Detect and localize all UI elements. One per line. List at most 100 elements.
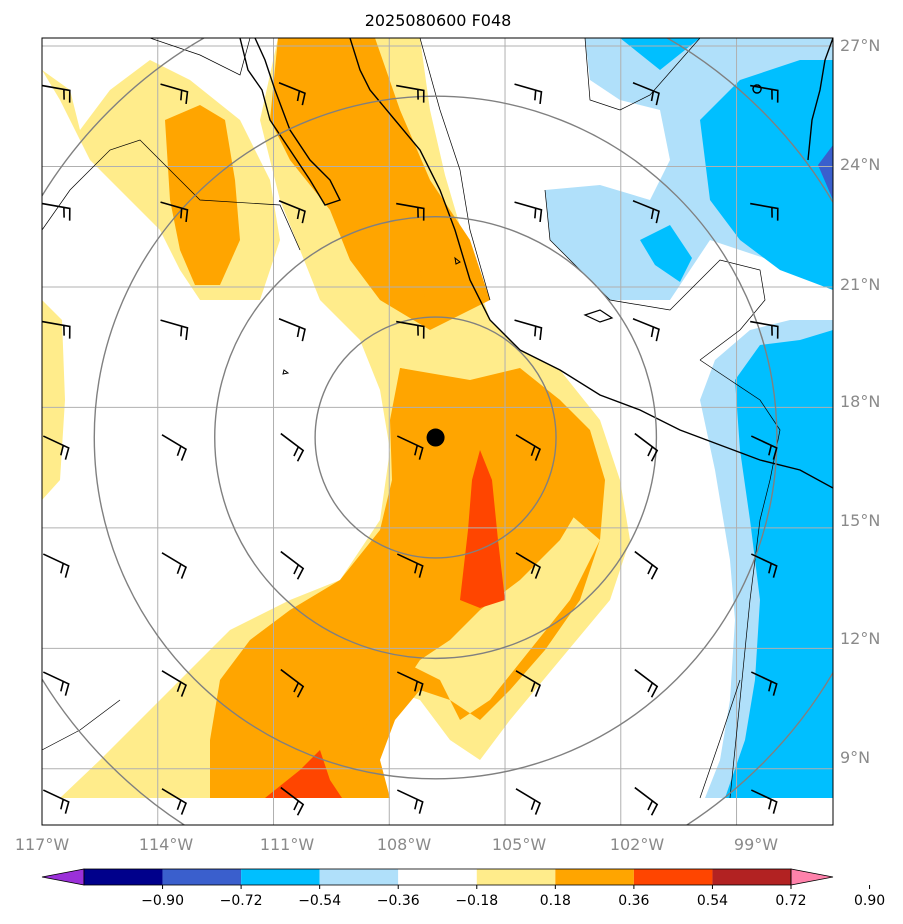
wind-barb <box>42 320 71 339</box>
colorbar-frame <box>83 868 792 886</box>
wind-barb <box>750 320 779 339</box>
colorbar-bin <box>476 869 556 885</box>
lon-label: 108°W <box>377 835 432 854</box>
wind-barb <box>42 435 70 460</box>
range-ring <box>93 95 778 780</box>
colorbar-tick-label: −0.54 <box>298 893 341 909</box>
lon-label: 102°W <box>610 835 665 854</box>
range-rings <box>42 38 833 825</box>
lon-label: 114°W <box>139 835 194 854</box>
wind-barb <box>515 788 541 815</box>
wind-barbs <box>42 82 779 816</box>
lat-label: 15°N <box>840 511 880 530</box>
wind-barb <box>396 789 424 814</box>
colorbar-bin <box>241 869 320 885</box>
lat-label: 12°N <box>840 629 880 648</box>
wind-barb <box>750 435 778 460</box>
colorbar-tick-label: 0.36 <box>618 893 649 909</box>
wind-barb <box>632 318 660 342</box>
wind-barb <box>634 786 659 816</box>
colorbar-extend-low <box>41 868 85 886</box>
wind-barb <box>514 83 543 105</box>
wind-barb <box>280 668 305 698</box>
wind-barb <box>750 84 779 103</box>
graticule <box>42 38 833 825</box>
wind-barb <box>396 435 424 460</box>
colorbar-tick-label: −0.72 <box>220 893 263 909</box>
colorbar-extend-high <box>790 868 834 886</box>
wind-barb <box>750 202 779 221</box>
wind-barb <box>396 553 424 578</box>
shaded-field <box>42 38 833 825</box>
wind-barb <box>160 83 189 105</box>
wind-barb <box>396 84 425 103</box>
lat-label: 18°N <box>840 392 880 411</box>
wind-barb <box>161 670 187 697</box>
colorbar-bin <box>84 869 163 885</box>
colorbar-tick-label: 0.90 <box>854 893 885 909</box>
wind-barb <box>396 202 425 221</box>
colorbar-bin <box>319 869 399 885</box>
lon-label: 105°W <box>492 835 547 854</box>
wind-barb <box>280 550 305 580</box>
wind-barb <box>750 553 778 578</box>
wind-barb <box>160 319 189 341</box>
wind-barb <box>632 200 660 224</box>
wind-barb <box>634 668 659 698</box>
colorbar-tick-label: −0.36 <box>377 893 420 909</box>
lon-label: 99°W <box>734 835 778 854</box>
borders <box>42 38 781 799</box>
wind-barb <box>280 432 305 462</box>
lat-label: 21°N <box>840 275 880 294</box>
wind-barb <box>161 788 187 815</box>
lon-label: 117°W <box>15 835 70 854</box>
lat-label: 27°N <box>840 36 880 55</box>
wind-barb <box>278 200 306 224</box>
wind-barb <box>396 671 424 696</box>
wind-barb <box>160 201 189 223</box>
contour-0-54 <box>265 450 505 798</box>
wind-barb <box>515 670 541 697</box>
lat-label: 24°N <box>840 155 880 174</box>
wind-barb <box>514 201 543 223</box>
contour-neg-0-54 <box>818 145 833 200</box>
wind-barb <box>42 84 71 103</box>
wind-barb <box>515 434 541 461</box>
wind-barb <box>42 789 70 814</box>
lat-axis: 27°N 24°N 21°N 18°N 15°N 12°N 9°N <box>840 36 880 767</box>
wind-barb <box>514 319 543 341</box>
contour-0-36 <box>165 38 605 798</box>
wind-barb <box>515 552 541 579</box>
storm-center-marker <box>426 428 445 447</box>
map-title: 2025080600 F048 <box>365 11 512 30</box>
wind-barb <box>750 789 778 814</box>
colorbar-tick-label: −0.18 <box>455 893 498 909</box>
wind-barb <box>634 550 659 580</box>
wind-barb <box>278 82 306 106</box>
wind-barb <box>161 434 187 461</box>
wind-barb <box>278 318 306 342</box>
coastlines <box>239 38 833 489</box>
plot-frame <box>41 37 834 826</box>
colorbar-bin <box>162 869 242 885</box>
lon-label: 111°W <box>260 835 315 854</box>
wind-barb <box>750 671 778 696</box>
colorbar-tick-label: 0.54 <box>697 893 728 909</box>
colorbar-bin <box>633 869 713 885</box>
colorbar: −0.90 −0.72 −0.54 −0.36 −0.18 0.18 0.36 0.54 0.7… <box>41 868 885 909</box>
wind-barb <box>632 82 660 106</box>
range-ring <box>214 215 658 660</box>
wind-barb <box>42 671 70 696</box>
lon-axis: 117°W 114°W 111°W 108°W 105°W 102°W 99°W <box>15 835 778 854</box>
colorbar-bin <box>712 869 791 885</box>
range-ring <box>314 316 557 559</box>
colorbar-bin <box>555 869 634 885</box>
wind-barb <box>634 432 659 462</box>
wind-barb <box>42 202 71 221</box>
wind-barb <box>280 786 305 816</box>
wind-barb <box>42 553 70 578</box>
wind-barb <box>396 320 425 339</box>
colorbar-tick-label: −0.90 <box>141 893 184 909</box>
colorbar-tick-label: 0.18 <box>540 893 571 909</box>
